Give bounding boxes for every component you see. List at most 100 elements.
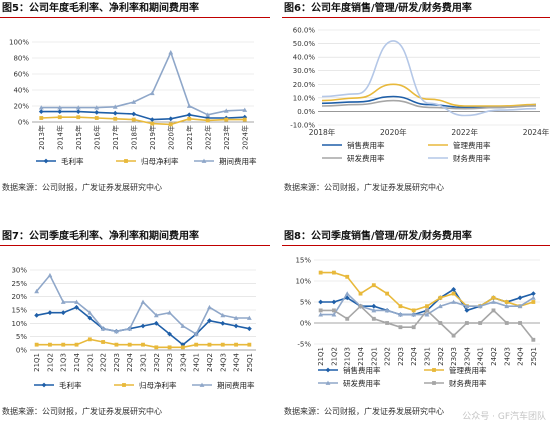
data-point [149, 90, 155, 96]
data-point [41, 382, 47, 388]
data-point [385, 291, 390, 296]
data-point [168, 122, 173, 127]
y-tick-label: 0% [300, 320, 311, 328]
data-point [180, 323, 186, 328]
data-point [150, 121, 155, 126]
y-tick-label: 0.0% [297, 108, 315, 116]
chart-source: 数据来源：公司财报，广发证券发展研究中心 [284, 407, 444, 416]
chart-fig7: 0% 5% 10% 15% 20% 25% 30% 21Q1 21Q2 21Q3 21Q4 22Q1 2… [11, 267, 256, 390]
x-tick-label: 25Q1 [246, 353, 254, 372]
panel-fig8: 图8：公司季度销售/管理/研发/财务费用率 -5% 0% 5% 10% 15% 21Q1 2… [282, 228, 550, 426]
data-point [131, 117, 136, 122]
y-tick-label: 0% [18, 119, 29, 127]
y-tick-label: 15% [295, 257, 311, 265]
data-point [60, 310, 66, 316]
legend-label: 毛利率 [61, 156, 84, 166]
x-tick-label: 22Q1 [370, 347, 378, 366]
data-point [149, 117, 155, 122]
y-tick-label: -10.0% [290, 122, 315, 130]
data-point [233, 315, 239, 320]
y-tick-label: 100% [9, 39, 29, 47]
y-tick-label: 20% [13, 103, 29, 111]
data-point [451, 333, 456, 338]
x-tick-label: 2024年 [523, 127, 550, 137]
x-tick-label: 25Q1 [530, 347, 538, 366]
data-point [437, 303, 443, 309]
y-tick-label: 30.0% [293, 67, 316, 75]
x-tick-label: 24Q1 [477, 347, 485, 366]
data-point [223, 108, 229, 113]
legend-label: 管理费用率 [449, 365, 487, 375]
chart-fig5: 0% 20% 40% 60% 80% 100% 2013年 2014年 2015年 2016年 20… [9, 39, 257, 167]
x-tick-label: 22Q4 [126, 352, 134, 371]
data-point [438, 321, 443, 325]
data-point [331, 299, 337, 305]
data-point [464, 321, 469, 325]
data-point [318, 312, 324, 317]
data-point [186, 103, 192, 108]
data-point [504, 321, 509, 325]
x-tick-label: 21Q3 [60, 353, 68, 372]
legend-label: 财务费用率 [453, 153, 491, 163]
x-tick-label: 21Q3 [344, 347, 352, 366]
data-point [168, 50, 174, 55]
data-point [87, 310, 93, 315]
legend-label: 毛利率 [59, 380, 82, 390]
x-tick-label: 23Q3 [450, 347, 458, 366]
y-tick-label: 40.0% [293, 54, 316, 62]
data-point [398, 325, 403, 330]
data-point [464, 308, 470, 313]
x-tick-label: 22Q4 [410, 346, 418, 365]
data-point [167, 310, 172, 315]
x-tick-label: 22Q3 [113, 353, 121, 372]
series-line [41, 110, 245, 121]
data-point [224, 117, 229, 122]
x-tick-label: 24Q2 [490, 347, 498, 366]
data-point [411, 312, 417, 317]
data-point [34, 342, 39, 347]
data-point [220, 342, 225, 347]
data-point [384, 308, 390, 313]
y-tick-label: 5% [300, 299, 311, 307]
legend-label: 管理费用率 [453, 140, 491, 150]
data-point [167, 345, 172, 350]
series-line [41, 50, 245, 116]
x-tick-label: 22Q1 [86, 353, 94, 372]
chart-fig8: -5% 0% 5% 10% 15% 21Q1 21Q2 21Q3 21Q4 22Q1 22Q2 22Q… [295, 257, 540, 388]
data-point [186, 112, 192, 118]
x-tick-label: 2022年 [451, 127, 478, 137]
y-tick-label: 25% [11, 280, 27, 288]
x-tick-label: 24Q4 [233, 352, 241, 371]
x-tick-label: 23Q1 [140, 353, 148, 372]
data-point [491, 299, 496, 304]
data-point [477, 303, 483, 309]
x-tick-label: 2019年 [148, 125, 157, 150]
data-point [432, 381, 436, 385]
x-tick-label: 21Q1 [33, 353, 41, 372]
data-point [371, 316, 376, 321]
data-point [124, 159, 128, 163]
chart-title: 图6：公司年度销售/管理/研发/财务费用率 [284, 3, 472, 14]
data-point [100, 326, 106, 331]
data-point [530, 291, 536, 296]
data-point [48, 342, 52, 347]
data-point [247, 342, 252, 347]
data-point [153, 312, 159, 318]
data-point [325, 380, 331, 385]
title-rule [0, 17, 270, 18]
data-point [451, 287, 456, 292]
data-point [371, 303, 377, 309]
data-point [451, 291, 456, 296]
x-tick-label: 23Q3 [166, 353, 174, 372]
x-tick-label: 21Q2 [330, 347, 338, 366]
data-point [57, 115, 62, 120]
x-tick-label: 2024年 [240, 125, 249, 150]
legend-label: 研发费用率 [343, 378, 381, 388]
y-tick-label: 20.0% [293, 81, 316, 89]
data-point [242, 114, 248, 120]
x-tick-label: 2021年 [185, 125, 194, 150]
x-tick-label: 2015年 [74, 125, 83, 150]
data-point [234, 342, 238, 347]
chart-fig6: -10.0% 0.0% 10.0% 20.0% 30.0% 40.0% 50.0% 60.0%… [290, 27, 550, 164]
y-tick-label: 10% [11, 320, 27, 328]
